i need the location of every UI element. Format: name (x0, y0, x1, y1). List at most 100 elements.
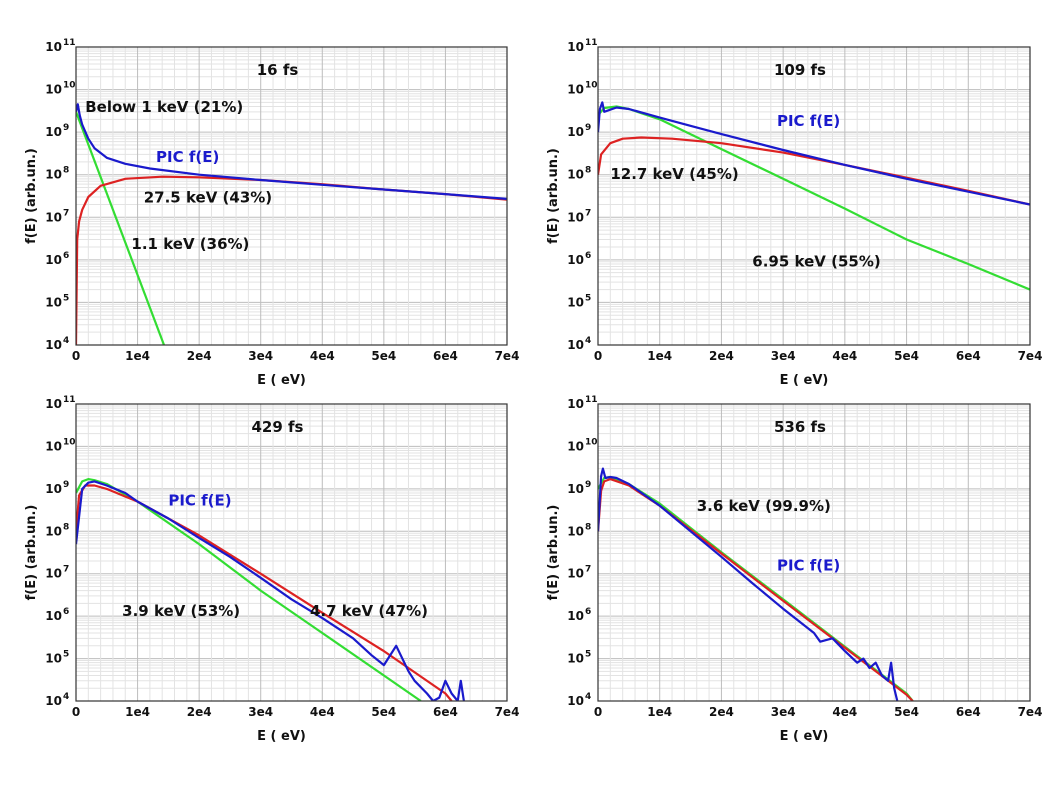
y-tick-exponent: 11 (63, 395, 76, 405)
chart-title: 429 fs (252, 418, 304, 436)
y-tick-exponent: 6 (63, 607, 69, 617)
y-tick-exponent: 4 (63, 336, 69, 346)
series-line-1 (598, 467, 899, 701)
y-tick-label: 10 (45, 83, 62, 97)
annotation-label: 12.7 keV (45%) (610, 165, 738, 183)
y-tick-exponent: 4 (585, 336, 591, 346)
x-axis-label: E ( eV) (257, 729, 306, 744)
x-tick-label: 7e4 (495, 705, 520, 719)
y-tick-exponent: 7 (585, 565, 591, 575)
series-line-1 (76, 103, 507, 200)
y-tick-label: 10 (567, 168, 584, 182)
y-tick-exponent: 9 (63, 480, 69, 490)
y-tick-exponent: 7 (63, 208, 69, 218)
y-axis-label: f(E) (arb.un.) (546, 148, 561, 244)
chart-title: 109 fs (774, 61, 826, 79)
x-tick-label: 0 (594, 349, 602, 363)
x-tick-label: 0 (72, 349, 80, 363)
y-tick-exponent: 6 (63, 251, 69, 261)
y-tick-exponent: 5 (585, 650, 591, 660)
y-tick-exponent: 10 (63, 81, 76, 91)
x-tick-label: 0 (594, 705, 602, 719)
y-tick-label: 10 (567, 652, 584, 666)
x-axis-label: E ( eV) (780, 373, 829, 388)
annotation-label: 3.6 keV (99.9%) (697, 497, 831, 515)
y-axis-label: f(E) (arb.un.) (546, 505, 561, 601)
chart-title: 16 fs (257, 61, 299, 79)
chart-title: 536 fs (774, 418, 826, 436)
x-tick-label: 0 (72, 705, 80, 719)
series-group (76, 103, 507, 345)
plot-area (76, 47, 507, 345)
plot-frame (75, 403, 508, 702)
x-tick-label: 1e4 (647, 349, 672, 363)
y-tick-exponent: 8 (585, 522, 591, 532)
y-tick-label: 10 (45, 295, 62, 309)
x-tick-label: 1e4 (125, 349, 150, 363)
x-tick-label: 6e4 (956, 349, 981, 363)
y-tick-exponent: 8 (63, 522, 69, 532)
series-line-1 (76, 480, 465, 701)
series-group (598, 467, 914, 701)
x-tick-label: 5e4 (371, 705, 396, 719)
y-tick-label: 10 (45, 397, 62, 411)
x-tick-label: 3e4 (771, 349, 796, 363)
x-tick-label: 2e4 (709, 349, 734, 363)
grid (597, 46, 1031, 346)
y-axis-label: f(E) (arb.un.) (24, 148, 39, 244)
x-tick-label: 4e4 (832, 705, 857, 719)
annotation-label: PIC f(E) (156, 148, 219, 166)
series-group (598, 101, 1030, 291)
y-tick-label: 10 (567, 83, 584, 97)
y-tick-exponent: 8 (63, 166, 69, 176)
y-tick-exponent: 5 (585, 293, 591, 303)
y-tick-label: 10 (45, 652, 62, 666)
y-tick-label: 10 (45, 40, 62, 54)
y-tick-label: 10 (567, 40, 584, 54)
y-tick-label: 10 (45, 609, 62, 623)
y-tick-label: 10 (45, 168, 62, 182)
y-tick-exponent: 7 (63, 565, 69, 575)
y-tick-label: 10 (567, 338, 584, 352)
y-tick-exponent: 9 (585, 123, 591, 133)
x-tick-label: 7e4 (1018, 705, 1043, 719)
x-axis-label: E ( eV) (257, 373, 306, 388)
series-group (76, 478, 465, 701)
series-line-1 (598, 101, 1030, 206)
x-tick-label: 3e4 (248, 349, 273, 363)
y-tick-exponent: 10 (585, 81, 598, 91)
annotation-label: 3.9 keV (53%) (122, 602, 240, 620)
y-tick-label: 10 (567, 125, 584, 139)
x-tick-label: 7e4 (495, 349, 520, 363)
y-tick-label: 10 (567, 567, 584, 581)
y-tick-label: 10 (45, 253, 62, 267)
y-tick-exponent: 5 (63, 650, 69, 660)
annotation-label: PIC f(E) (168, 492, 231, 510)
x-tick-label: 5e4 (894, 705, 919, 719)
y-tick-label: 10 (45, 210, 62, 224)
annotation-label: 27.5 keV (43%) (144, 189, 272, 207)
y-tick-label: 10 (567, 397, 584, 411)
annotation-label: Below 1 keV (21%) (85, 98, 243, 116)
plot-area (598, 47, 1030, 345)
x-tick-label: 6e4 (433, 349, 458, 363)
x-tick-label: 4e4 (310, 349, 335, 363)
x-tick-label: 5e4 (371, 349, 396, 363)
y-tick-label: 10 (45, 338, 62, 352)
x-tick-label: 4e4 (310, 705, 335, 719)
x-tick-label: 6e4 (433, 705, 458, 719)
y-tick-exponent: 5 (63, 293, 69, 303)
y-tick-label: 10 (567, 253, 584, 267)
x-tick-label: 4e4 (832, 349, 857, 363)
x-axis-label: E ( eV) (780, 729, 829, 744)
y-axis-label: f(E) (arb.un.) (24, 505, 39, 601)
y-tick-exponent: 6 (585, 251, 591, 261)
y-tick-label: 10 (45, 694, 62, 708)
y-tick-label: 10 (567, 482, 584, 496)
y-tick-exponent: 4 (585, 692, 591, 702)
y-tick-label: 10 (567, 694, 584, 708)
x-tick-label: 5e4 (894, 349, 919, 363)
